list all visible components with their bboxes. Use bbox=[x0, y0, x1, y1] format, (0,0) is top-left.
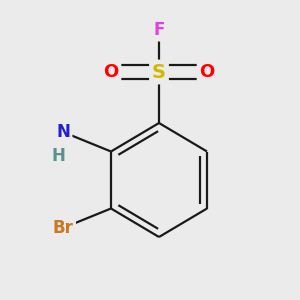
Text: O: O bbox=[200, 63, 214, 81]
Text: Br: Br bbox=[52, 219, 74, 237]
Text: H: H bbox=[52, 147, 65, 165]
Text: S: S bbox=[152, 62, 166, 82]
Text: N: N bbox=[56, 123, 70, 141]
Text: F: F bbox=[153, 21, 165, 39]
Text: O: O bbox=[103, 63, 118, 81]
